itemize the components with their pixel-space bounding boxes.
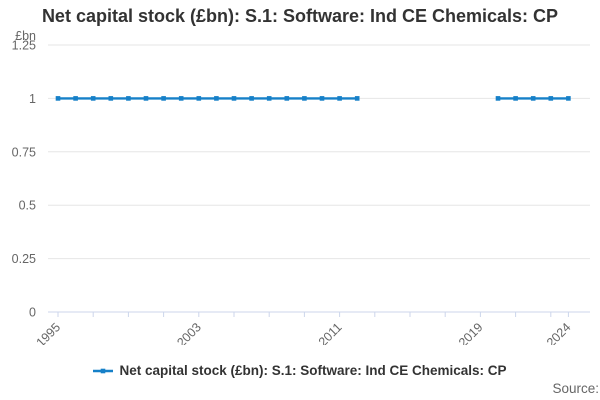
data-point-marker[interactable]: [284, 96, 290, 101]
data-point-marker[interactable]: [548, 96, 554, 101]
data-point-marker[interactable]: [302, 96, 307, 101]
y-axis-label: 1: [29, 92, 36, 106]
data-point-marker[interactable]: [178, 96, 184, 101]
data-point-marker[interactable]: [196, 96, 202, 101]
x-axis-label: 2019: [456, 320, 486, 345]
x-axis-label: 2024: [544, 320, 574, 345]
y-axis-unit-label: £bn: [15, 29, 36, 43]
data-point-marker[interactable]: [513, 96, 518, 101]
data-point-marker[interactable]: [73, 96, 78, 101]
y-axis-label: 0: [29, 306, 36, 320]
data-point-marker[interactable]: [530, 96, 536, 101]
data-point-marker[interactable]: [126, 96, 131, 101]
y-axis-label: 0.25: [12, 252, 36, 266]
x-axis-label: 1995: [34, 320, 64, 345]
legend-item-series[interactable]: Net capital stock (£bn): S.1: Software: …: [93, 363, 507, 378]
data-point-marker[interactable]: [266, 96, 272, 101]
legend: Net capital stock (£bn): S.1: Software: …: [0, 363, 600, 378]
plot-area: 0 0.25 0.5 0.75 1 1.25£bn 1995 2003 2011 2019 2024: [12, 29, 590, 345]
x-axis-label: 2003: [174, 320, 204, 345]
data-point-marker[interactable]: [337, 96, 342, 101]
legend-line-marker-icon: [93, 368, 114, 373]
data-point-marker[interactable]: [495, 96, 501, 101]
data-point-marker[interactable]: [214, 96, 219, 101]
y-axis-label: 0.5: [19, 199, 36, 213]
y-axis-label: 1.25: [12, 39, 36, 53]
data-point-marker[interactable]: [354, 96, 360, 101]
data-point-marker[interactable]: [231, 96, 237, 101]
data-point-marker[interactable]: [566, 96, 571, 101]
data-point-marker[interactable]: [55, 96, 61, 101]
data-point-marker[interactable]: [143, 96, 149, 101]
data-point-marker[interactable]: [319, 96, 325, 101]
source-note: Source:: [552, 381, 599, 396]
x-axis-label: 2011: [316, 320, 345, 345]
legend-label: Net capital stock (£bn): S.1: Software: …: [119, 363, 507, 378]
chart-title: Net capital stock (£bn): S.1: Software: …: [41, 6, 559, 26]
data-point-marker[interactable]: [108, 96, 114, 101]
y-axis-label: 0.75: [12, 145, 36, 159]
data-point-marker[interactable]: [249, 96, 254, 101]
data-point-marker[interactable]: [161, 96, 166, 101]
data-point-marker[interactable]: [90, 96, 96, 101]
